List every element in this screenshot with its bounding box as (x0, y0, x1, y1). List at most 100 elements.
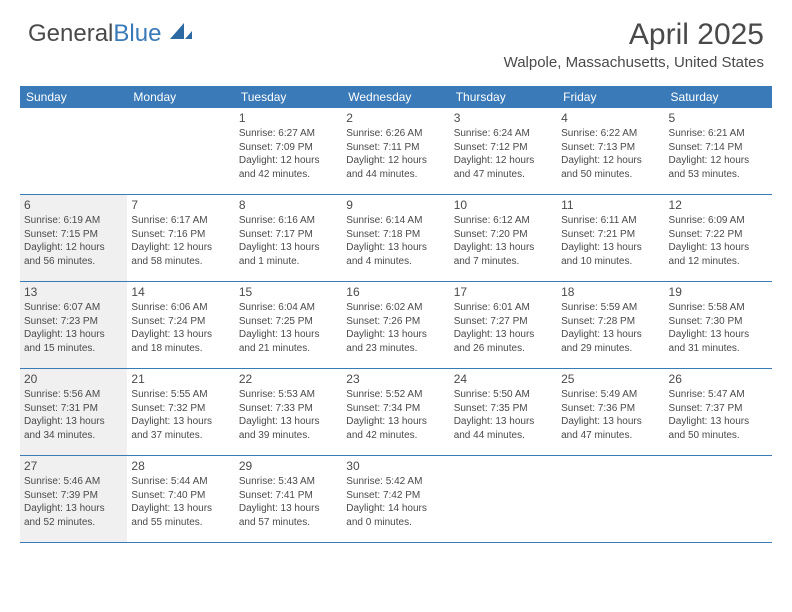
day-header-tuesday: Tuesday (235, 86, 342, 108)
day-number: 2 (346, 111, 445, 125)
daylight-text: Daylight: 13 hours and 42 minutes. (346, 415, 445, 442)
sunrise-text: Sunrise: 6:09 AM (669, 214, 768, 228)
sunset-text: Sunset: 7:32 PM (131, 402, 230, 416)
day-header-wednesday: Wednesday (342, 86, 449, 108)
day-cell: 21Sunrise: 5:55 AMSunset: 7:32 PMDayligh… (127, 369, 234, 455)
sunrise-text: Sunrise: 6:24 AM (454, 127, 553, 141)
day-cell: 18 Sunrise: 5:59 AMSunset: 7:28 PMDayligh… (557, 282, 664, 368)
day-cell: 11Sunrise: 6:11 AMSunset: 7:21 PMDayligh… (557, 195, 664, 281)
sunrise-text: Sunrise: 5:49 AM (561, 388, 660, 402)
day-cell: 15Sunrise: 6:04 AMSunset: 7:25 PMDayligh… (235, 282, 342, 368)
day-cell: 17Sunrise: 6:01 AMSunset: 7:27 PMDayligh… (450, 282, 557, 368)
sunset-text: Sunset: 7:17 PM (239, 228, 338, 242)
day-number: 18 (561, 285, 660, 299)
day-number: 29 (239, 459, 338, 473)
sunset-text: Sunset: 7:31 PM (24, 402, 123, 416)
logo-sail-icon (170, 20, 192, 48)
day-number: 27 (24, 459, 123, 473)
day-number: 24 (454, 372, 553, 386)
day-details: Sunrise: 5:46 AMSunset: 7:39 PMDaylight:… (24, 475, 123, 529)
sunset-text: Sunset: 7:35 PM (454, 402, 553, 416)
day-header-row: Sunday Monday Tuesday Wednesday Thursday… (20, 86, 772, 108)
day-details: Sunrise: 5:53 AMSunset: 7:33 PMDaylight:… (239, 388, 338, 442)
day-cell: 27 Sunrise: 5:46 AMSunset: 7:39 PMDayligh… (20, 456, 127, 542)
day-cell (557, 456, 664, 542)
sunrise-text: Sunrise: 6:04 AM (239, 301, 338, 315)
day-number: 23 (346, 372, 445, 386)
daylight-text: Daylight: 12 hours and 42 minutes. (239, 154, 338, 181)
daylight-text: Daylight: 13 hours and 31 minutes. (669, 328, 768, 355)
day-details: Sunrise: 6:27 AMSunset: 7:09 PMDaylight:… (239, 127, 338, 181)
day-details: Sunrise: 6:24 AMSunset: 7:12 PMDaylight:… (454, 127, 553, 181)
sunrise-text: Sunrise: 6:06 AM (131, 301, 230, 315)
daylight-text: Daylight: 13 hours and 21 minutes. (239, 328, 338, 355)
sunset-text: Sunset: 7:18 PM (346, 228, 445, 242)
daylight-text: Daylight: 13 hours and 12 minutes. (669, 241, 768, 268)
day-number: 25 (561, 372, 660, 386)
week-row: 1 Sunrise: 6:27 AMSunset: 7:09 PMDaylight… (20, 108, 772, 195)
day-details: Sunrise: 5:44 AMSunset: 7:40 PMDaylight:… (131, 475, 230, 529)
daylight-text: Daylight: 13 hours and 34 minutes. (24, 415, 123, 442)
day-number: 12 (669, 198, 768, 212)
sunrise-text: Sunrise: 6:17 AM (131, 214, 230, 228)
sunrise-text: Sunrise: 6:21 AM (669, 127, 768, 141)
day-details: Sunrise: 6:17 AMSunset: 7:16 PMDaylight:… (131, 214, 230, 268)
day-cell: 25Sunrise: 5:49 AMSunset: 7:36 PMDayligh… (557, 369, 664, 455)
day-cell: 5Sunrise: 6:21 AMSunset: 7:14 PMDaylight… (665, 108, 772, 194)
sunrise-text: Sunrise: 5:44 AM (131, 475, 230, 489)
day-cell: 20Sunrise: 5:56 AMSunset: 7:31 PMDayligh… (20, 369, 127, 455)
week-row: 13Sunrise: 6:07 AMSunset: 7:23 PMDayligh… (20, 282, 772, 369)
day-details: Sunrise: 5:42 AMSunset: 7:42 PMDaylight:… (346, 475, 445, 529)
day-details: Sunrise: 6:02 AMSunset: 7:26 PMDaylight:… (346, 301, 445, 355)
sunrise-text: Sunrise: 5:50 AM (454, 388, 553, 402)
sunset-text: Sunset: 7:36 PM (561, 402, 660, 416)
sunset-text: Sunset: 7:15 PM (24, 228, 123, 242)
day-cell: 22 Sunrise: 5:53 AMSunset: 7:33 PMDayligh… (235, 369, 342, 455)
sunrise-text: Sunrise: 5:55 AM (131, 388, 230, 402)
day-number: 22 (239, 372, 338, 386)
sunset-text: Sunset: 7:28 PM (561, 315, 660, 329)
day-details: Sunrise: 6:21 AMSunset: 7:14 PMDaylight:… (669, 127, 768, 181)
daylight-text: Daylight: 13 hours and 29 minutes. (561, 328, 660, 355)
day-cell: 13Sunrise: 6:07 AMSunset: 7:23 PMDayligh… (20, 282, 127, 368)
sunset-text: Sunset: 7:40 PM (131, 489, 230, 503)
day-number: 10 (454, 198, 553, 212)
sunset-text: Sunset: 7:30 PM (669, 315, 768, 329)
daylight-text: Daylight: 12 hours and 58 minutes. (131, 241, 230, 268)
day-number: 28 (131, 459, 230, 473)
day-cell: 12Sunrise: 6:09 AMSunset: 7:22 PMDayligh… (665, 195, 772, 281)
daylight-text: Daylight: 12 hours and 53 minutes. (669, 154, 768, 181)
day-details: Sunrise: 5:43 AMSunset: 7:41 PMDaylight:… (239, 475, 338, 529)
day-header-saturday: Saturday (665, 86, 772, 108)
sunrise-text: Sunrise: 6:26 AM (346, 127, 445, 141)
day-cell: 30 Sunrise: 5:42 AMSunset: 7:42 PMDayligh… (342, 456, 449, 542)
day-number: 14 (131, 285, 230, 299)
sunrise-text: Sunrise: 6:16 AM (239, 214, 338, 228)
day-details: Sunrise: 5:52 AMSunset: 7:34 PMDaylight:… (346, 388, 445, 442)
sunrise-text: Sunrise: 6:12 AM (454, 214, 553, 228)
daylight-text: Daylight: 13 hours and 4 minutes. (346, 241, 445, 268)
day-details: Sunrise: 6:07 AMSunset: 7:23 PMDaylight:… (24, 301, 123, 355)
daylight-text: Daylight: 13 hours and 37 minutes. (131, 415, 230, 442)
day-details: Sunrise: 6:04 AMSunset: 7:25 PMDaylight:… (239, 301, 338, 355)
day-number: 9 (346, 198, 445, 212)
daylight-text: Daylight: 12 hours and 56 minutes. (24, 241, 123, 268)
day-details: Sunrise: 6:06 AMSunset: 7:24 PMDaylight:… (131, 301, 230, 355)
sunrise-text: Sunrise: 6:11 AM (561, 214, 660, 228)
day-number: 30 (346, 459, 445, 473)
day-details: Sunrise: 5:50 AMSunset: 7:35 PMDaylight:… (454, 388, 553, 442)
sunrise-text: Sunrise: 6:02 AM (346, 301, 445, 315)
day-number: 16 (346, 285, 445, 299)
sunset-text: Sunset: 7:14 PM (669, 141, 768, 155)
day-number: 1 (239, 111, 338, 125)
day-details: Sunrise: 5:59 AMSunset: 7:28 PMDaylight:… (561, 301, 660, 355)
sunrise-text: Sunrise: 6:19 AM (24, 214, 123, 228)
sunset-text: Sunset: 7:24 PM (131, 315, 230, 329)
day-cell: 26Sunrise: 5:47 AMSunset: 7:37 PMDayligh… (665, 369, 772, 455)
location-text: Walpole, Massachusetts, United States (504, 54, 764, 71)
day-cell: 28 Sunrise: 5:44 AMSunset: 7:40 PMDayligh… (127, 456, 234, 542)
sunset-text: Sunset: 7:42 PM (346, 489, 445, 503)
daylight-text: Daylight: 13 hours and 18 minutes. (131, 328, 230, 355)
logo-text-2: Blue (113, 20, 161, 47)
day-details: Sunrise: 6:26 AMSunset: 7:11 PMDaylight:… (346, 127, 445, 181)
